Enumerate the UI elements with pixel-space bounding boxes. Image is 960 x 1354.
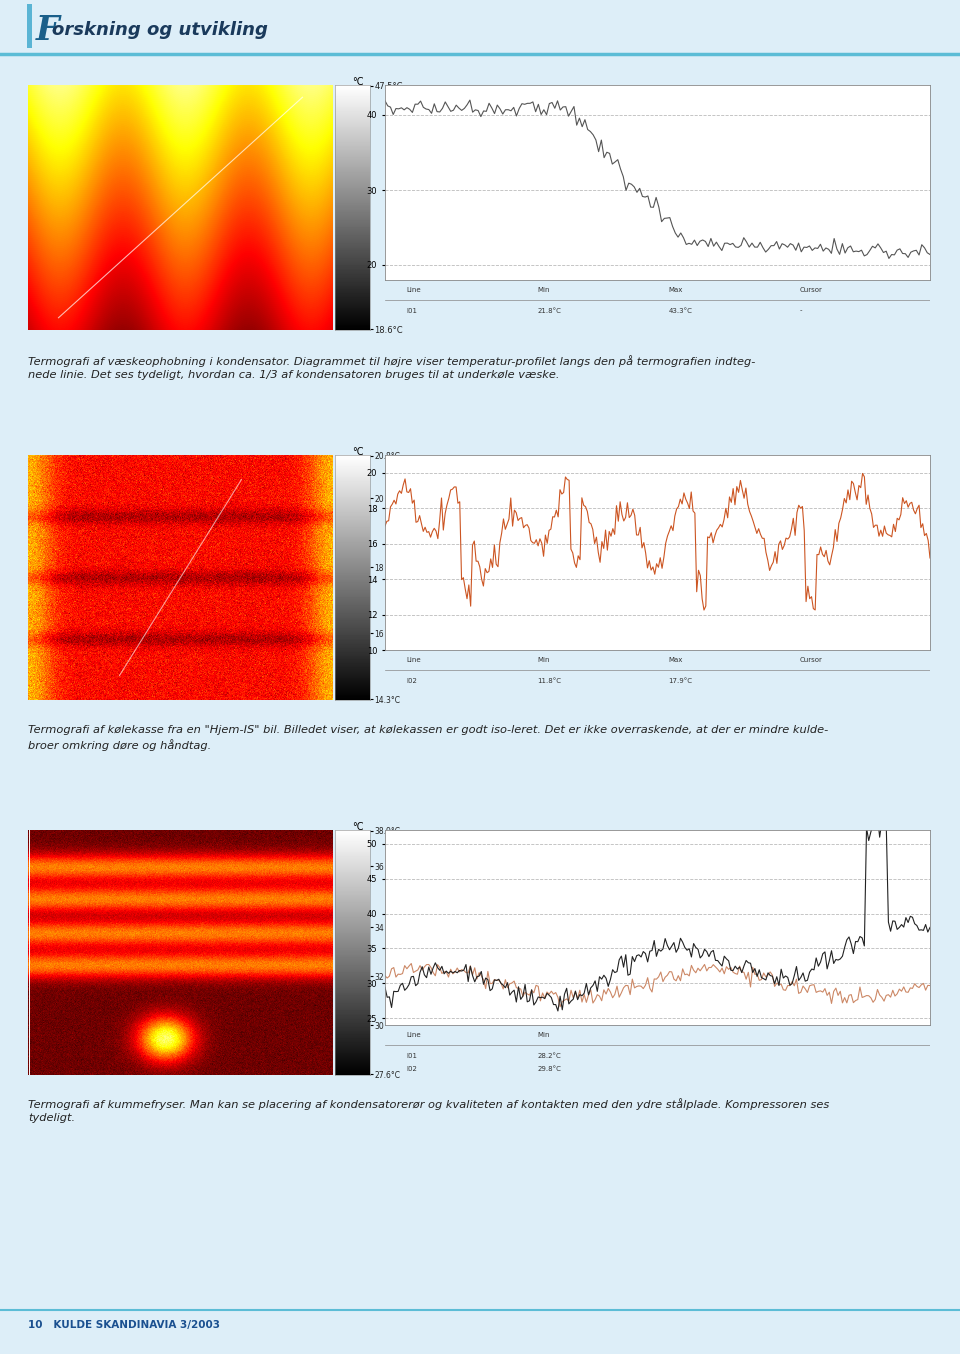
Text: Termografi af kummefryser. Man kan se placering af kondensatorerør og kvaliteten: Termografi af kummefryser. Man kan se pl… [28, 1098, 829, 1122]
Bar [27, 4, 32, 47]
Text: l01: l01 [407, 307, 418, 314]
Text: -: - [799, 307, 802, 314]
Text: 29.8°C: 29.8°C [538, 1066, 562, 1072]
Text: 17.9°C: 17.9°C [668, 677, 692, 684]
Text: Cursor: Cursor [799, 657, 822, 663]
Text: Line: Line [407, 1032, 421, 1039]
Text: Line: Line [407, 657, 421, 663]
Text: Min: Min [538, 287, 550, 292]
Text: Termografi af væskeophobning i kondensator. Diagrammet til højre viser temperatu: Termografi af væskeophobning i kondensat… [28, 355, 756, 380]
Text: Max: Max [668, 657, 683, 663]
Text: l02: l02 [407, 677, 418, 684]
Text: 11.8°C: 11.8°C [538, 677, 562, 684]
Text: Min: Min [538, 1032, 550, 1039]
Text: Termografi af kølekasse fra en "Hjem-IS" bil. Billedet viser, at kølekassen er g: Termografi af kølekasse fra en "Hjem-IS"… [28, 724, 828, 751]
Text: orskning og utvikling: orskning og utvikling [52, 22, 268, 39]
Text: F: F [36, 14, 60, 46]
Text: Max: Max [668, 287, 683, 292]
Y-axis label: °C: °C [351, 447, 363, 458]
Text: l02: l02 [407, 1066, 418, 1072]
Text: 10   KULDE SKANDINAVIA 3/2003: 10 KULDE SKANDINAVIA 3/2003 [28, 1320, 220, 1330]
Y-axis label: °C: °C [351, 822, 363, 833]
Text: Min: Min [538, 657, 550, 663]
Text: 21.8°C: 21.8°C [538, 307, 562, 314]
Text: Line: Line [407, 287, 421, 292]
Text: 43.3°C: 43.3°C [668, 307, 692, 314]
Y-axis label: °C: °C [351, 77, 363, 87]
Text: l01: l01 [407, 1052, 418, 1059]
Text: Cursor: Cursor [799, 287, 822, 292]
Text: 28.2°C: 28.2°C [538, 1052, 562, 1059]
